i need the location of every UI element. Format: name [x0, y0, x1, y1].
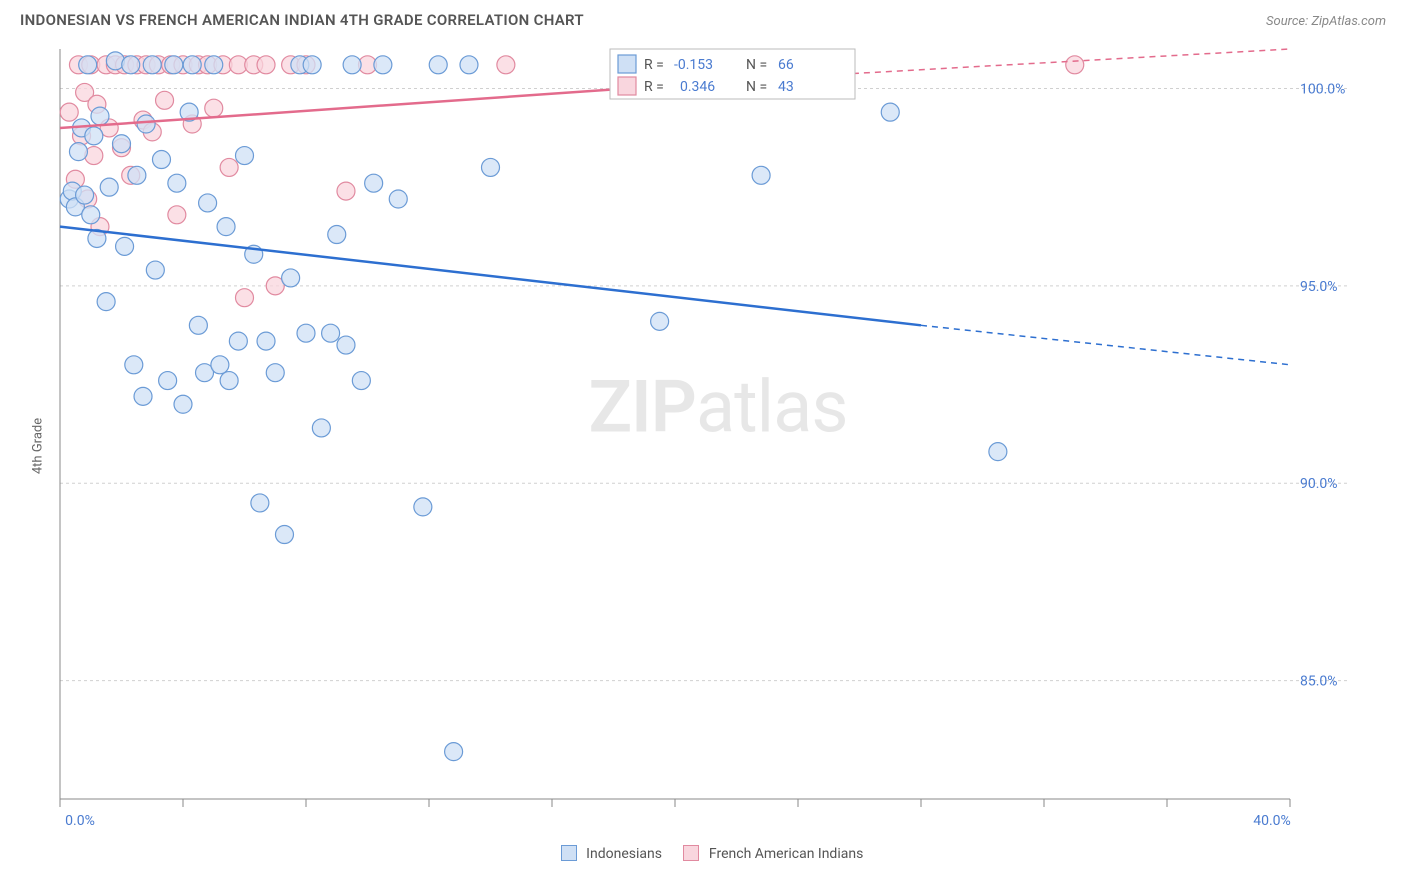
legend-N-pink: 43	[778, 79, 794, 95]
scatter-point-blue	[199, 194, 217, 212]
scatter-point-blue	[651, 312, 669, 330]
scatter-point-blue	[236, 147, 254, 165]
xtick-label: 40.0%	[1253, 813, 1291, 829]
scatter-point-blue	[116, 237, 134, 255]
scatter-point-blue	[85, 127, 103, 145]
scatter-point-blue	[322, 324, 340, 342]
scatter-point-blue	[69, 143, 87, 161]
scatter-point-blue	[143, 56, 161, 74]
chart-source: Source: ZipAtlas.com	[1266, 10, 1386, 29]
ytick-label: 100.0%	[1300, 81, 1345, 97]
scatter-point-blue	[183, 56, 201, 74]
source-name: ZipAtlas.com	[1311, 14, 1386, 29]
scatter-point-blue	[220, 372, 238, 390]
scatter-point-blue	[482, 158, 500, 176]
scatter-point-blue	[429, 56, 447, 74]
scatter-point-blue	[122, 56, 140, 74]
legend-R-label: R =	[644, 57, 664, 73]
legend-label-blue: Indonesians	[586, 846, 662, 862]
scatter-point-blue	[275, 526, 293, 544]
scatter-point-blue	[337, 336, 355, 354]
scatter-point-blue	[445, 743, 463, 761]
legend-swatch-pink	[618, 77, 636, 95]
scatter-point-pink	[337, 182, 355, 200]
scatter-point-blue	[76, 186, 94, 204]
scatter-point-blue	[251, 494, 269, 512]
scatter-chart-svg: 85.0% 90.0% 95.0% 100.0% 0.0% 40.0% R = -0.153 N…	[50, 39, 1380, 839]
scatter-point-blue	[881, 103, 899, 121]
scatter-point-pink	[156, 91, 174, 109]
legend-R-blue: -0.153	[674, 57, 713, 73]
legend-N-blue: 66	[778, 57, 794, 73]
scatter-point-blue	[189, 316, 207, 334]
scatter-point-blue	[128, 166, 146, 184]
scatter-point-blue	[752, 166, 770, 184]
scatter-point-blue	[125, 356, 143, 374]
scatter-point-blue	[205, 56, 223, 74]
scatter-point-blue	[257, 332, 275, 350]
ytick-label: 95.0%	[1300, 279, 1338, 295]
scatter-point-blue	[79, 56, 97, 74]
scatter-point-blue	[165, 56, 183, 74]
ytick-label: 90.0%	[1300, 476, 1338, 492]
scatter-point-blue	[137, 115, 155, 133]
bottom-legend: Indonesians French American Indians	[0, 845, 1406, 862]
scatter-point-blue	[266, 364, 284, 382]
trend-line-blue	[60, 227, 921, 326]
scatter-point-pink	[257, 56, 275, 74]
scatter-point-blue	[303, 56, 321, 74]
legend-swatch-blue	[618, 55, 636, 73]
scatter-point-blue	[365, 174, 383, 192]
xtick-label: 0.0%	[65, 813, 95, 829]
scatter-point-pink	[1066, 56, 1084, 74]
scatter-point-blue	[389, 190, 407, 208]
scatter-point-blue	[146, 261, 164, 279]
scatter-point-blue	[297, 324, 315, 342]
scatter-point-pink	[205, 99, 223, 117]
scatter-point-pink	[497, 56, 515, 74]
legend-swatch-blue	[561, 845, 577, 861]
scatter-point-blue	[97, 293, 115, 311]
ytick-label: 85.0%	[1300, 674, 1338, 690]
legend-N-label: N =	[746, 79, 767, 95]
trend-line-pink-dash	[798, 49, 1290, 77]
scatter-point-blue	[460, 56, 478, 74]
scatter-point-blue	[113, 135, 131, 153]
scatter-point-blue	[217, 218, 235, 236]
scatter-point-blue	[328, 226, 346, 244]
scatter-point-blue	[159, 372, 177, 390]
trend-line-blue-dash	[921, 325, 1290, 364]
scatter-point-pink	[168, 206, 186, 224]
scatter-point-pink	[236, 289, 254, 307]
scatter-point-blue	[82, 206, 100, 224]
y-axis-label: 4th Grade	[31, 418, 46, 474]
scatter-point-pink	[60, 103, 78, 121]
chart-title: INDONESIAN VS FRENCH AMERICAN INDIAN 4TH…	[20, 11, 584, 29]
scatter-point-blue	[91, 107, 109, 125]
chart-area: 85.0% 90.0% 95.0% 100.0% 0.0% 40.0% R = -0.153 N…	[50, 39, 1386, 839]
scatter-point-blue	[352, 372, 370, 390]
scatter-point-blue	[312, 419, 330, 437]
scatter-point-blue	[100, 178, 118, 196]
legend-swatch-pink	[683, 845, 699, 861]
scatter-point-blue	[229, 332, 247, 350]
scatter-point-pink	[220, 158, 238, 176]
legend-N-label: N =	[746, 57, 767, 73]
scatter-point-blue	[174, 395, 192, 413]
scatter-point-blue	[152, 151, 170, 169]
source-label: Source:	[1266, 14, 1311, 29]
scatter-point-blue	[343, 56, 361, 74]
scatter-point-blue	[134, 387, 152, 405]
legend-R-pink: 0.346	[680, 79, 715, 95]
legend-label-pink: French American Indians	[709, 846, 863, 862]
scatter-point-blue	[374, 56, 392, 74]
scatter-point-blue	[282, 269, 300, 287]
scatter-point-blue	[211, 356, 229, 374]
scatter-point-blue	[414, 498, 432, 516]
scatter-point-blue	[989, 443, 1007, 461]
scatter-point-blue	[168, 174, 186, 192]
legend-R-label: R =	[644, 79, 664, 95]
